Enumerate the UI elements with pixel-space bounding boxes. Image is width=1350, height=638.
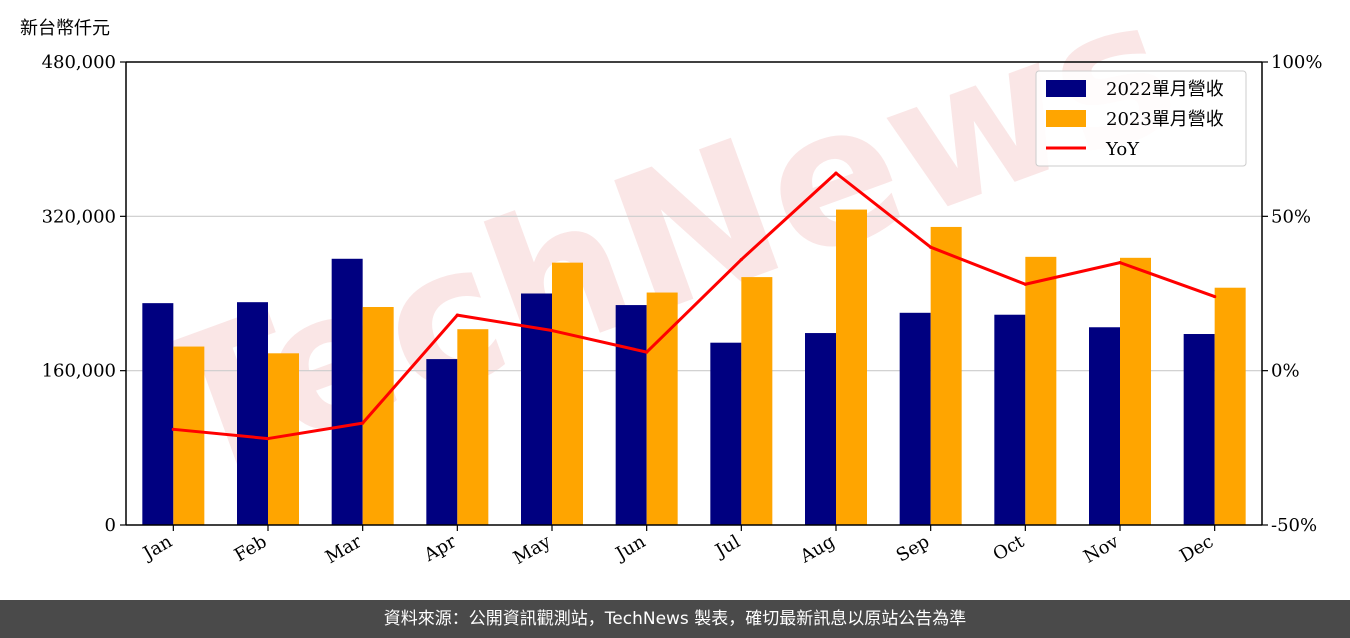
legend-label-2022: 2022單月營收 bbox=[1106, 79, 1224, 100]
yoy-point bbox=[266, 436, 270, 441]
legend-label-yoy: YoY bbox=[1105, 139, 1140, 160]
yoy-line bbox=[173, 171, 1216, 441]
yoy-point bbox=[929, 245, 933, 249]
bar-2022 bbox=[1089, 327, 1120, 525]
yoy-point bbox=[550, 328, 554, 333]
x-tick-label: Jul bbox=[710, 531, 744, 563]
y-tick-label: 160,000 bbox=[42, 361, 116, 382]
x-tick-label: Aug bbox=[796, 531, 839, 568]
x-tick-label: Apr bbox=[420, 531, 460, 566]
y-tick-label: 0 bbox=[105, 515, 116, 536]
x-tick-label: Jun bbox=[611, 531, 650, 566]
y2-tick-label: 0% bbox=[1271, 361, 1300, 382]
x-tick-label: Feb bbox=[231, 531, 271, 566]
y-tick-label: 320,000 bbox=[42, 206, 116, 227]
y2-tick-label: 50% bbox=[1271, 206, 1311, 227]
bar-2023 bbox=[457, 329, 489, 525]
x-tick-label: Jan bbox=[138, 531, 176, 565]
bar-2022 bbox=[994, 314, 1026, 525]
bar-2022 bbox=[805, 333, 836, 525]
bar-2023 bbox=[552, 262, 583, 525]
legend: 2022單月營收 2023單月營收 YoY bbox=[1035, 70, 1247, 167]
line-layer bbox=[171, 171, 1217, 441]
bar-2023 bbox=[1214, 287, 1246, 525]
yoy-point bbox=[739, 257, 743, 262]
x-tick-label: Nov bbox=[1080, 531, 1123, 568]
bars-layer bbox=[142, 209, 1246, 526]
legend-label-2023: 2023單月營收 bbox=[1106, 109, 1224, 130]
yoy-point bbox=[1023, 282, 1027, 286]
bar-2022 bbox=[237, 302, 268, 525]
bar-2022 bbox=[615, 305, 647, 525]
yoy-point bbox=[834, 171, 838, 175]
bar-2023 bbox=[741, 277, 773, 525]
bar-2022 bbox=[899, 312, 931, 525]
x-tick-label: Oct bbox=[990, 531, 1029, 566]
y-tick-label: 480,000 bbox=[42, 52, 116, 73]
bar-2022 bbox=[331, 258, 363, 525]
bar-2023 bbox=[173, 346, 205, 525]
y2-tick-label: -50% bbox=[1271, 515, 1317, 536]
bar-2022 bbox=[1183, 334, 1215, 525]
yoy-point bbox=[1213, 294, 1217, 299]
x-tick-label: Sep bbox=[893, 531, 933, 566]
bar-2023 bbox=[930, 226, 962, 525]
bar-2022 bbox=[521, 293, 552, 525]
x-tick-label: May bbox=[510, 531, 555, 569]
bar-2023 bbox=[646, 292, 678, 525]
bar-2022 bbox=[710, 342, 742, 525]
bar-2022 bbox=[426, 359, 458, 525]
bar-2022 bbox=[142, 303, 174, 525]
bar-2023 bbox=[1025, 256, 1057, 525]
grid-layer bbox=[126, 215, 1262, 372]
yoy-point bbox=[171, 427, 175, 431]
x-tick-label: Mar bbox=[322, 531, 366, 568]
legend-swatch-2023 bbox=[1046, 110, 1086, 127]
bar-2023 bbox=[836, 209, 867, 526]
y-unit-label: 新台幣仟元 bbox=[20, 18, 110, 39]
footer-source-note: 資料來源：公開資訊觀測站，TechNews 製表，確切最新訊息以原站公告為準 bbox=[0, 600, 1350, 638]
yoy-point bbox=[645, 350, 649, 354]
yoy-point bbox=[361, 421, 365, 425]
legend-swatch-2022 bbox=[1046, 80, 1086, 97]
x-tick-label: Dec bbox=[1176, 531, 1217, 567]
y2-tick-label: 100% bbox=[1271, 52, 1322, 73]
yoy-point bbox=[455, 313, 459, 317]
bar-2023 bbox=[1120, 257, 1151, 525]
legend-frame bbox=[1035, 70, 1247, 167]
chart: TechNews 0160,000320,000480,000-50%0%50%… bbox=[20, 0, 1322, 569]
yoy-point bbox=[1118, 261, 1122, 265]
